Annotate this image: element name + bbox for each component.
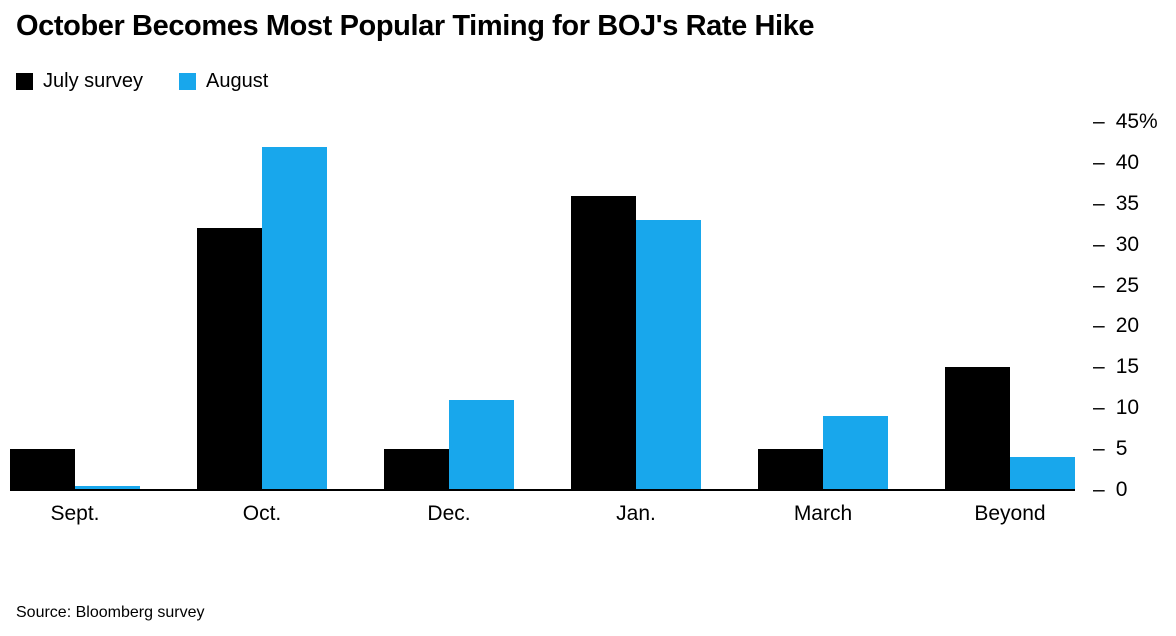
bar-group-beyond xyxy=(945,122,1075,490)
bar-julysurvey-dec xyxy=(384,449,449,490)
bar-august-sept xyxy=(75,485,140,490)
tick-label: 30 xyxy=(1115,232,1140,256)
legend-label: August xyxy=(206,70,269,92)
tick-mark: – xyxy=(1093,273,1105,297)
x-axis-label-dec: Dec. xyxy=(427,502,471,525)
bar-august-beyond xyxy=(1010,457,1075,490)
tick-label: 40 xyxy=(1115,150,1140,174)
bar-august-dec xyxy=(449,400,514,490)
tick-mark: – xyxy=(1093,110,1105,133)
y-axis-tick-20: –20 xyxy=(1093,314,1139,338)
bar-julysurvey-jan xyxy=(571,195,636,490)
y-axis: –45% –40–35–30–25–20–15–10–5–0 xyxy=(1093,110,1173,501)
x-axis-line xyxy=(10,489,1075,491)
tick-mark: – xyxy=(1093,150,1105,174)
bar-julysurvey-sept xyxy=(10,449,75,490)
y-axis-tick-30: –30 xyxy=(1093,233,1139,257)
x-axis-label-sept: Sept. xyxy=(50,502,100,525)
tick-label: 20 xyxy=(1115,314,1140,338)
y-axis-tick-5: –5 xyxy=(1093,437,1127,461)
y-axis-tick-45: –45% xyxy=(1093,110,1158,134)
bar-august-jan xyxy=(636,220,701,490)
bar-group-march xyxy=(758,122,888,490)
tick-label: 25 xyxy=(1115,273,1140,297)
legend-swatch-august xyxy=(179,73,197,90)
bar-group-oct xyxy=(197,122,327,490)
bar-group-jan xyxy=(571,122,701,490)
y-axis-tick-10: –10 xyxy=(1093,396,1139,420)
bar-august-oct xyxy=(262,146,327,490)
source-note: Source: Bloomberg survey xyxy=(16,604,205,621)
bar-group-sept xyxy=(10,122,140,490)
x-axis-label-beyond: Beyond xyxy=(974,502,1046,525)
x-axis-label-jan: Jan. xyxy=(616,502,656,525)
tick-mark: – xyxy=(1093,191,1105,215)
legend-item-julysurvey: July survey xyxy=(16,70,143,93)
x-axis-label-oct: Oct. xyxy=(242,502,282,525)
tick-mark: – xyxy=(1093,314,1105,338)
y-axis-tick-40: –40 xyxy=(1093,151,1139,175)
bar-group-dec xyxy=(384,122,514,490)
y-axis-tick-35: –35 xyxy=(1093,192,1139,216)
legend-swatch-julysurvey xyxy=(16,73,33,90)
tick-mark: – xyxy=(1093,355,1105,379)
tick-label: 35 xyxy=(1115,191,1140,215)
tick-label: 10 xyxy=(1115,396,1140,420)
legend-label: July survey xyxy=(43,70,144,92)
tick-mark: – xyxy=(1093,437,1105,461)
bars-area xyxy=(10,122,1075,490)
tick-label: 45% xyxy=(1115,110,1158,133)
chart-title: October Becomes Most Popular Timing for … xyxy=(16,10,815,42)
legend: July survey August xyxy=(16,70,268,93)
plot-area xyxy=(10,122,1075,491)
tick-mark: – xyxy=(1093,478,1105,501)
y-axis-tick-25: –25 xyxy=(1093,274,1139,298)
x-axis-label-march: March xyxy=(793,502,853,525)
tick-label: 5 xyxy=(1115,437,1128,461)
bar-julysurvey-oct xyxy=(197,228,262,490)
bar-julysurvey-beyond xyxy=(945,367,1010,490)
y-axis-tick-15: –15 xyxy=(1093,355,1139,379)
bar-julysurvey-march xyxy=(758,449,823,490)
tick-label: 0 xyxy=(1115,478,1128,501)
x-axis-labels: Sept. Oct. Dec. Jan. March Beyond xyxy=(10,502,1075,526)
legend-item-august: August xyxy=(179,70,268,93)
tick-label: 15 xyxy=(1115,355,1140,379)
bar-august-march xyxy=(823,416,888,490)
tick-mark: – xyxy=(1093,396,1105,420)
tick-mark: – xyxy=(1093,232,1105,256)
y-axis-tick-0: –0 xyxy=(1093,478,1127,502)
